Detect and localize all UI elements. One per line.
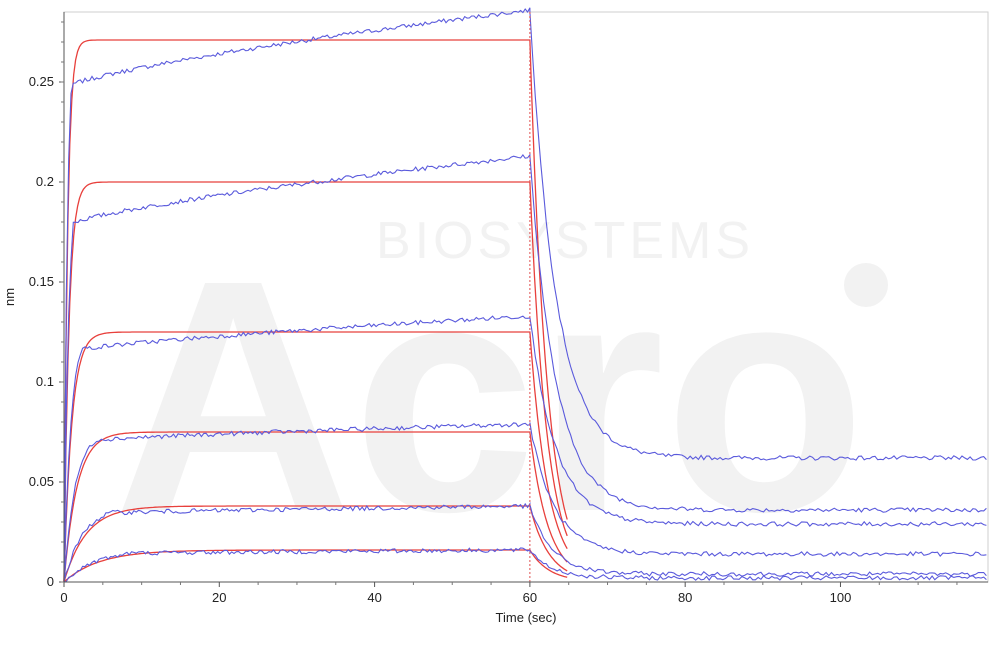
fit-curve-1 — [63, 39, 568, 583]
x-axis-label: Time (sec) — [496, 610, 557, 625]
watermark-sub: BIOSYSTEMS — [376, 212, 754, 270]
y-tick-label: 0.25 — [29, 74, 54, 89]
x-tick-label: 0 — [60, 590, 67, 605]
fit-curve-4 — [63, 431, 568, 583]
x-tick-label: 20 — [212, 590, 226, 605]
y-tick-label: 0 — [47, 574, 54, 589]
measured-curve-6 — [63, 547, 987, 583]
y-tick-label: 0.1 — [36, 374, 54, 389]
measured-curve-1 — [63, 7, 987, 582]
x-tick-label: 60 — [523, 590, 537, 605]
measured-curve-4 — [63, 422, 987, 582]
fit-curve-3 — [63, 331, 568, 583]
y-tick-label: 0.05 — [29, 474, 54, 489]
y-tick-label: 0.15 — [29, 274, 54, 289]
measured-curve-2 — [63, 153, 987, 582]
watermark-dot — [844, 263, 888, 307]
x-axis-ticks: 0 20 40 60 80 100 — [60, 582, 958, 605]
y-axis-ticks: 0 0.05 0.1 0.15 0.2 0.25 — [29, 21, 64, 589]
fit-curve-5 — [63, 505, 568, 583]
measured-curve-5 — [63, 501, 987, 582]
y-axis-label: nm — [2, 288, 17, 306]
watermark-main: Acro — [114, 211, 866, 580]
measured-curve-3 — [63, 315, 987, 583]
y-tick-label: 0.2 — [36, 174, 54, 189]
measured-lines — [63, 7, 987, 583]
x-tick-label: 100 — [830, 590, 852, 605]
x-tick-label: 80 — [678, 590, 692, 605]
x-tick-label: 40 — [367, 590, 381, 605]
